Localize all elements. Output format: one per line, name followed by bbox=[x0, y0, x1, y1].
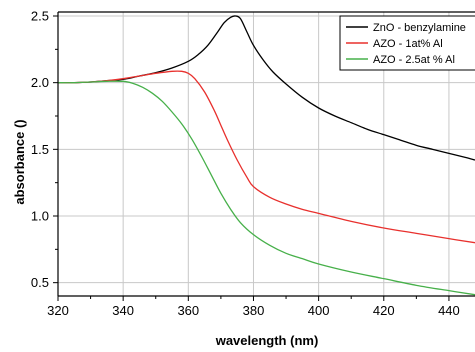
y-axis-title: absorbance () bbox=[12, 119, 27, 204]
y-tick-label: 1.0 bbox=[31, 209, 49, 224]
series-layer bbox=[57, 15, 475, 296]
legend: ZnO - benzylamine AZO - 1at% Al AZO - 2.5a… bbox=[339, 15, 475, 71]
legend-entry: AZO - 1at% Al bbox=[373, 38, 443, 50]
y-tick-label: 1.5 bbox=[31, 142, 49, 157]
ticks-layer: 320 340 360 380 400 420 440 0.5 1.0 1.5 2.0 2.5 bbox=[31, 9, 460, 319]
x-tick-label: 340 bbox=[112, 303, 134, 318]
series-line-3 bbox=[57, 80, 475, 296]
axes-layer bbox=[57, 11, 475, 297]
x-tick-label: 380 bbox=[243, 303, 265, 318]
y-tick-label: 2.5 bbox=[31, 9, 49, 24]
legend-entry: AZO - 2.5at % Al bbox=[373, 54, 455, 66]
y-tick-label: 2.0 bbox=[31, 75, 49, 90]
legend-entry: ZnO - benzylamine bbox=[373, 22, 466, 34]
x-tick-label: 440 bbox=[438, 303, 460, 318]
x-tick-label: 420 bbox=[373, 303, 395, 318]
x-tick-label: 400 bbox=[308, 303, 330, 318]
x-axis-title: wavelength (nm) bbox=[215, 333, 319, 348]
x-tick-label: 360 bbox=[177, 303, 199, 318]
series-line-2 bbox=[57, 70, 475, 244]
x-tick-label: 320 bbox=[47, 303, 69, 318]
y-tick-label: 0.5 bbox=[31, 275, 49, 290]
